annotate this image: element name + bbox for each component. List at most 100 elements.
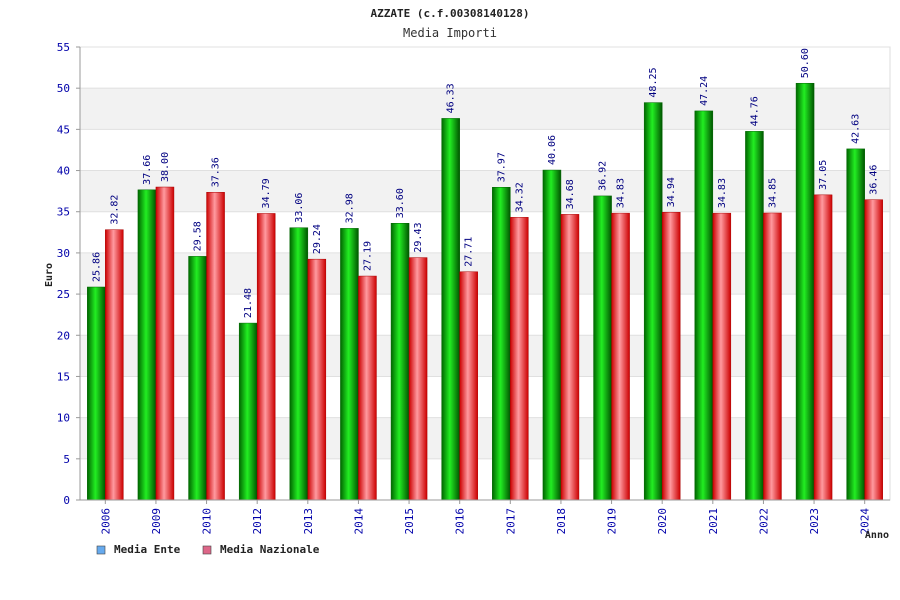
data-label-media-ente-2024: 42.63 bbox=[851, 114, 862, 144]
bar-media-ente-2024 bbox=[846, 148, 865, 501]
y-tick-label: 50 bbox=[57, 82, 70, 95]
bar-media-ente-2009 bbox=[137, 189, 157, 501]
bar-media-nazionale-2020 bbox=[661, 211, 681, 501]
data-label-media-ente-2013: 33.06 bbox=[294, 193, 305, 223]
data-label-media-ente-2012: 21.48 bbox=[243, 288, 254, 318]
data-label-media-ente-2006: 25.86 bbox=[91, 252, 102, 282]
chart-subtitle: Media Importi bbox=[403, 26, 497, 40]
y-tick-label: 35 bbox=[57, 206, 70, 219]
x-tick-label-2023: 2023 bbox=[808, 508, 821, 535]
legend-label-media-ente: Media Ente bbox=[114, 543, 181, 556]
y-tick-label: 30 bbox=[57, 247, 70, 260]
data-label-media-ente-2015: 33.60 bbox=[395, 188, 406, 218]
data-label-media-nazionale-2023: 37.05 bbox=[818, 160, 829, 190]
data-label-media-nazionale-2015: 29.43 bbox=[413, 222, 424, 252]
y-tick-label: 15 bbox=[57, 370, 70, 383]
x-axis-label: Anno bbox=[865, 530, 889, 541]
x-tick-label-2009: 2009 bbox=[150, 508, 163, 535]
bar-media-nazionale-2023 bbox=[813, 194, 833, 501]
data-labels: 25.86 32.82 37.66 38.00 29.58 37.36 21.48 34.79… bbox=[91, 48, 879, 318]
data-label-media-nazionale-2012: 34.79 bbox=[261, 178, 272, 208]
bar-media-ente-2020 bbox=[643, 102, 663, 501]
bar-media-ente-2006 bbox=[87, 286, 106, 501]
bar-media-ente-2023 bbox=[795, 82, 815, 501]
bar-media-ente-2018 bbox=[542, 169, 562, 501]
data-label-media-nazionale-2020: 34.94 bbox=[666, 177, 677, 207]
grid-band bbox=[80, 47, 890, 89]
y-tick-label: 45 bbox=[57, 123, 70, 136]
data-label-media-ente-2023: 50.60 bbox=[800, 48, 811, 78]
data-label-media-nazionale-2021: 34.83 bbox=[717, 178, 728, 208]
bar-media-nazionale-2019 bbox=[611, 212, 630, 501]
data-label-media-ente-2017: 37.97 bbox=[496, 152, 507, 182]
bar-media-nazionale-2017 bbox=[510, 217, 529, 501]
bar-media-nazionale-2021 bbox=[712, 212, 732, 501]
x-tick-label-2017: 2017 bbox=[504, 508, 517, 535]
data-label-media-nazionale-2009: 38.00 bbox=[160, 152, 171, 182]
y-tick-label: 40 bbox=[57, 165, 70, 178]
y-tick-label: 0 bbox=[63, 494, 70, 507]
bar-media-nazionale-2009 bbox=[155, 186, 175, 501]
data-label-media-nazionale-2017: 34.32 bbox=[514, 182, 525, 212]
legend-label-media-nazionale: Media Nazionale bbox=[220, 543, 320, 556]
data-label-media-ente-2022: 44.76 bbox=[749, 96, 760, 126]
bars bbox=[87, 82, 883, 501]
bar-media-ente-2010 bbox=[188, 256, 207, 501]
bar-media-nazionale-2016 bbox=[459, 271, 478, 501]
x-tick-label-2024: 2024 bbox=[859, 508, 872, 535]
grid-band bbox=[80, 88, 890, 130]
y-tick-label: 25 bbox=[57, 288, 70, 301]
bar-media-nazionale-2012 bbox=[256, 213, 276, 501]
y-tick-label: 5 bbox=[63, 453, 70, 466]
data-label-media-nazionale-2022: 34.85 bbox=[767, 178, 778, 208]
bar-media-nazionale-2013 bbox=[307, 258, 327, 501]
data-label-media-nazionale-2018: 34.68 bbox=[565, 179, 576, 209]
bar-media-nazionale-2018 bbox=[560, 214, 580, 501]
x-tick-label-2010: 2010 bbox=[201, 508, 214, 535]
bar-media-ente-2016 bbox=[441, 118, 460, 501]
x-tick-label-2015: 2015 bbox=[403, 508, 416, 535]
x-tick-label-2018: 2018 bbox=[555, 508, 568, 535]
data-label-media-nazionale-2016: 27.71 bbox=[464, 237, 475, 267]
y-tick-label: 20 bbox=[57, 329, 70, 342]
y-tick-label: 55 bbox=[57, 41, 70, 54]
bar-media-nazionale-2014 bbox=[358, 275, 377, 501]
data-label-media-nazionale-2024: 36.46 bbox=[869, 165, 880, 195]
x-tick-label-2016: 2016 bbox=[454, 508, 467, 535]
bar-media-nazionale-2010 bbox=[206, 192, 225, 501]
bar-media-nazionale-2022 bbox=[763, 212, 782, 501]
bar-media-nazionale-2006 bbox=[105, 229, 124, 501]
x-tick-label-2012: 2012 bbox=[251, 508, 264, 535]
x-tick-label-2013: 2013 bbox=[302, 508, 315, 535]
x-tick-label-2014: 2014 bbox=[352, 508, 365, 535]
data-label-media-nazionale-2013: 29.24 bbox=[312, 224, 323, 254]
y-tick-label: 10 bbox=[57, 412, 70, 425]
data-label-media-ente-2018: 40.06 bbox=[547, 135, 558, 165]
bar-media-ente-2015 bbox=[390, 223, 410, 501]
data-label-media-ente-2021: 47.24 bbox=[699, 76, 710, 106]
bar-media-ente-2012 bbox=[238, 322, 258, 501]
legend-swatch-media-ente bbox=[96, 545, 106, 555]
x-tick-label-2020: 2020 bbox=[656, 508, 669, 535]
data-label-media-ente-2014: 32.98 bbox=[344, 193, 355, 223]
bar-media-ente-2014 bbox=[340, 228, 359, 501]
x-tick-label-2006: 2006 bbox=[99, 508, 112, 535]
y-axis-label: Euro bbox=[44, 263, 55, 287]
chart-title: AZZATE (c.f.00308140128) bbox=[371, 7, 530, 20]
bar-media-ente-2019 bbox=[593, 195, 612, 501]
data-label-media-nazionale-2019: 34.83 bbox=[616, 178, 627, 208]
bar-media-nazionale-2015 bbox=[408, 257, 428, 501]
data-label-media-nazionale-2006: 32.82 bbox=[109, 195, 120, 225]
data-label-media-ente-2020: 48.25 bbox=[648, 67, 659, 97]
y-axis-ticks: 0 5 10 15 20 25 30 35 40 45 50 55 bbox=[57, 41, 70, 507]
x-tick-label-2022: 2022 bbox=[757, 508, 770, 535]
data-label-media-ente-2016: 46.33 bbox=[446, 83, 457, 113]
bar-media-ente-2017 bbox=[492, 187, 511, 501]
data-label-media-ente-2010: 29.58 bbox=[193, 221, 204, 251]
bar-media-ente-2021 bbox=[694, 110, 714, 501]
legend: Media Ente Media Nazionale bbox=[96, 543, 320, 556]
grid-band bbox=[80, 129, 890, 171]
bar-media-nazionale-2024 bbox=[864, 199, 883, 501]
